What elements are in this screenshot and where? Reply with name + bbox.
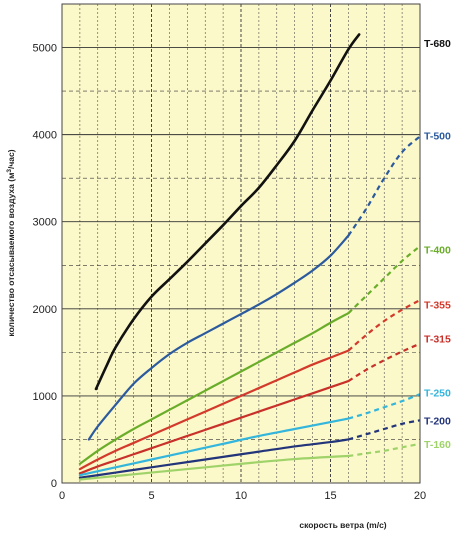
series-line-t-315	[78, 380, 350, 475]
series-line-t-250	[78, 417, 350, 477]
series-label-t-315: T-315	[424, 333, 451, 345]
x-tick-label: 15	[324, 490, 336, 502]
series-labels: T-680 T-500 T-400 T-355 T-315 T-250 T-200 T-160	[424, 38, 451, 451]
series-label-t-500: T-500	[424, 131, 451, 143]
series-label-t-200: T-200	[424, 415, 451, 427]
y-axis-title-main: количество отсасываемого воздуха (м	[6, 173, 16, 337]
y-tick-label: 0	[51, 478, 57, 490]
series-line-t-500	[87, 234, 350, 441]
x-tick-label: 10	[235, 490, 247, 502]
series-line-t-355	[78, 349, 350, 471]
y-axis-title: количество отсасываемого воздуха (м3/час…	[6, 149, 16, 336]
plot-area-background	[62, 4, 420, 483]
series-line-dashed-t-400	[347, 245, 421, 314]
y-tick-label: 5000	[33, 43, 57, 55]
y-tick-label: 1000	[33, 391, 57, 403]
x-axis-title: скорость ветра (m/c)	[299, 520, 386, 530]
x-tick-label: 0	[59, 490, 65, 502]
plot-frame	[61, 3, 421, 484]
y-tick-label: 2000	[33, 304, 57, 316]
series-line-dashed-t-250	[348, 393, 421, 420]
series-line-t-160	[78, 454, 350, 481]
y-tick-label: 3000	[33, 217, 57, 229]
grid	[62, 4, 420, 483]
series-line-t-680	[94, 33, 361, 391]
series-line-dashed-t-355	[347, 299, 421, 352]
series-line-dashed-t-160	[348, 442, 421, 458]
series-line-dashed-t-500	[347, 135, 421, 237]
series-line-dashed-t-315	[347, 342, 421, 383]
tick-labels: 0 5 10 15 20 0 1000 2000 3000 4000 5000	[33, 43, 427, 502]
series-label-t-250: T-250	[424, 387, 451, 399]
series-label-t-400: T-400	[424, 245, 451, 257]
series-label-t-680: T-680	[424, 38, 451, 50]
series-line-t-400	[78, 312, 350, 465]
y-tick-label: 4000	[33, 130, 57, 142]
series-label-t-160: T-160	[424, 439, 451, 451]
x-tick-label: 5	[148, 490, 154, 502]
series-line-dashed-t-200	[348, 419, 421, 441]
series-line-t-200	[78, 438, 350, 479]
y-axis-title-sup: 3	[6, 169, 13, 173]
series-layer	[78, 33, 421, 481]
y-axis-title-tail: /час)	[6, 149, 16, 169]
x-tick-label: 20	[414, 490, 426, 502]
series-label-t-355: T-355	[424, 299, 451, 311]
